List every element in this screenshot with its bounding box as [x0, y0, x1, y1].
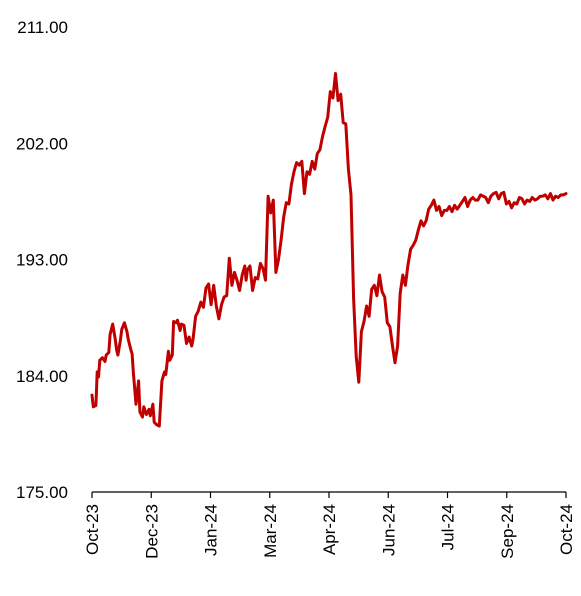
x-tick-label: Jul-24 — [439, 504, 458, 550]
x-tick-label: Jan-24 — [202, 504, 221, 556]
x-tick-label: Oct-24 — [557, 504, 576, 555]
x-tick-label: Jun-24 — [379, 504, 398, 556]
x-tick-label: Oct-23 — [83, 504, 102, 555]
y-tick-label: 211.00 — [17, 18, 68, 37]
y-tick-label: 184.00 — [16, 367, 68, 386]
series-layer — [90, 72, 568, 428]
x-tick-label: Dec-23 — [142, 504, 161, 559]
y-axis-labels: 175.00 184.00 193.00 202.00 211.00 — [16, 18, 68, 502]
series-line — [90, 72, 568, 428]
x-axis-ticks: Oct-23 Dec-23 Jan-24 Mar-24 Apr-24 Jun-24 Jul-… — [83, 492, 576, 559]
x-tick-label: Apr-24 — [320, 504, 339, 555]
x-tick-label: Mar-24 — [261, 504, 280, 558]
x-tick-label: Sep-24 — [498, 504, 517, 559]
y-tick-label: 175.00 — [16, 483, 68, 502]
y-tick-label: 193.00 — [16, 251, 68, 270]
y-tick-label: 202.00 — [16, 134, 68, 153]
